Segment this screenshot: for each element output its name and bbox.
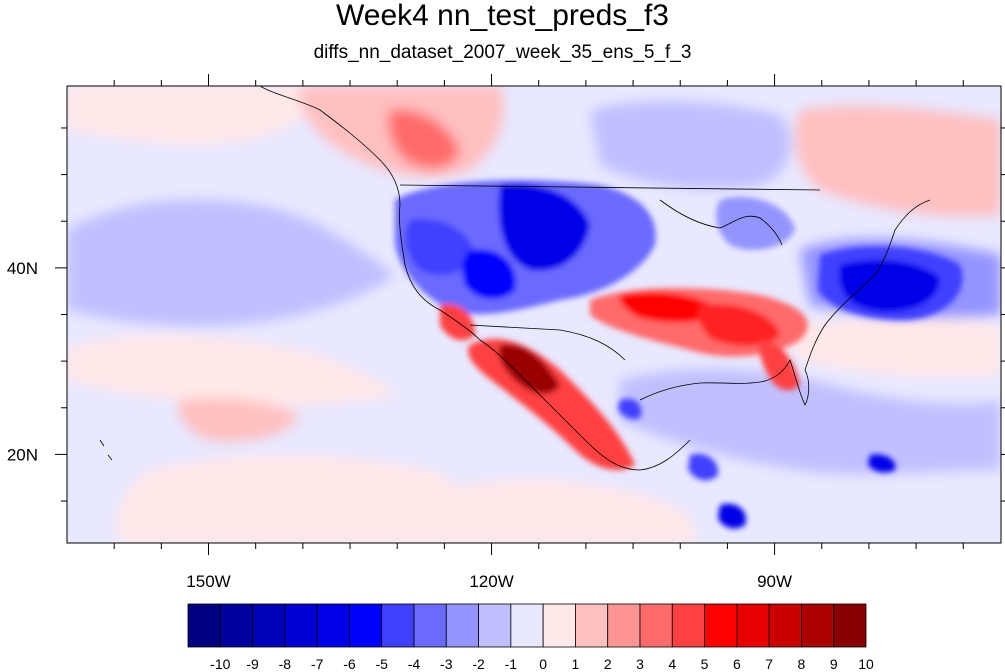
colorbar-label: 4 xyxy=(668,656,676,672)
colorbar: -10 -9 -8 -7 -6 -5 -4 -3 -2 -1 0 1 2 3 4 5 6 7 8 9 10 xyxy=(187,603,874,672)
colorbar-swatch xyxy=(639,603,673,648)
colorbar-label: -1 xyxy=(505,656,518,672)
colorbar-label: 2 xyxy=(604,656,612,672)
colorbar-label: -4 xyxy=(408,656,421,672)
colorbar-label: -6 xyxy=(343,656,356,672)
colorbar-swatch xyxy=(252,603,286,648)
colorbar-swatch xyxy=(542,603,576,648)
colorbar-swatch xyxy=(219,603,253,648)
colorbar-swatch xyxy=(833,603,867,648)
colorbar-swatch xyxy=(316,603,350,648)
colorbar-swatch xyxy=(736,603,770,648)
x-tick-label: 120W xyxy=(469,572,513,591)
colorbar-swatch xyxy=(349,603,383,648)
map-axes: 150W 120W 90W 40N 20N xyxy=(7,74,1005,591)
y-tick-label: 40N xyxy=(7,259,38,278)
colorbar-label: 7 xyxy=(765,656,773,672)
colorbar-label: 0 xyxy=(539,656,547,672)
colorbar-swatch xyxy=(445,603,479,648)
colorbar-label: 6 xyxy=(733,656,741,672)
colorbar-swatch xyxy=(478,603,512,648)
x-tick-label: 150W xyxy=(186,572,230,591)
colorbar-label: -10 xyxy=(210,656,230,672)
colorbar-label: 8 xyxy=(798,656,806,672)
colorbar-label: -3 xyxy=(440,656,453,672)
colorbar-label: -2 xyxy=(472,656,485,672)
colorbar-swatch xyxy=(768,603,802,648)
colorbar-label: -7 xyxy=(311,656,324,672)
colorbar-label: -9 xyxy=(246,656,259,672)
plot-subtitle: diffs_nn_dataset_2007_week_35_ens_5_f_3 xyxy=(313,42,692,63)
anomaly-field xyxy=(67,86,1001,543)
colorbar-label: 10 xyxy=(858,656,874,672)
colorbar-swatch xyxy=(413,603,447,648)
coastlines xyxy=(99,86,931,471)
x-tick-label: 90W xyxy=(757,572,792,591)
plot-title: Week4 nn_test_preds_f3 xyxy=(335,0,669,32)
colorbar-swatch xyxy=(575,603,609,648)
colorbar-swatch xyxy=(801,603,835,648)
colorbar-swatch xyxy=(704,603,738,648)
colorbar-label: 9 xyxy=(830,656,838,672)
colorbar-label: -8 xyxy=(279,656,292,672)
colorbar-swatch xyxy=(510,603,544,648)
colorbar-swatch xyxy=(187,603,221,648)
colorbar-label: 1 xyxy=(572,656,580,672)
colorbar-swatch xyxy=(607,603,641,648)
y-tick-label: 20N xyxy=(7,445,38,464)
colorbar-label: 5 xyxy=(701,656,709,672)
colorbar-swatch xyxy=(671,603,705,648)
colorbar-swatch xyxy=(284,603,318,648)
colorbar-swatch xyxy=(381,603,415,648)
colorbar-label: -5 xyxy=(375,656,388,672)
colorbar-label: 3 xyxy=(636,656,644,672)
